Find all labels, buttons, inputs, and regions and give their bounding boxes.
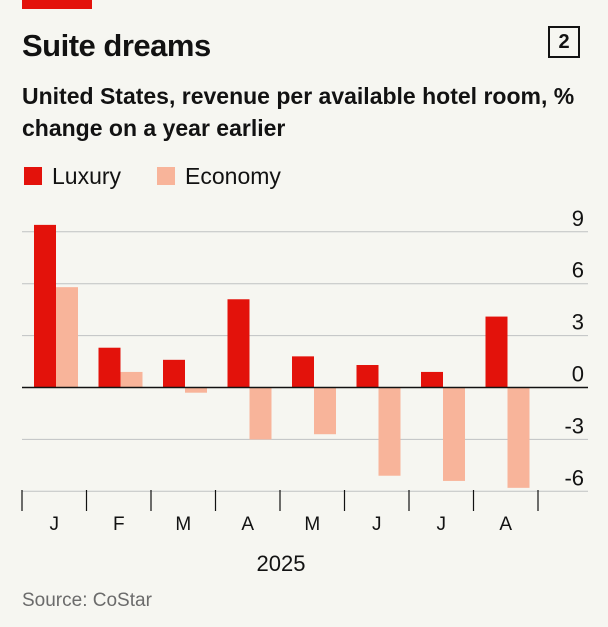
bar-luxury bbox=[292, 356, 314, 388]
bar-economy bbox=[314, 387, 336, 435]
chart-subtitle: United States, revenue per available hot… bbox=[22, 83, 575, 141]
brand-red-rule bbox=[22, 0, 92, 9]
bar-economy bbox=[185, 387, 207, 393]
y-tick-label: 3 bbox=[572, 310, 584, 335]
bar-economy bbox=[56, 287, 78, 388]
bar-economy bbox=[443, 387, 465, 481]
y-tick-label: 0 bbox=[572, 362, 584, 387]
bar-economy bbox=[507, 387, 530, 488]
chart-number-badge: 2 bbox=[548, 26, 580, 58]
legend-swatch-economy bbox=[157, 167, 176, 185]
bar-luxury bbox=[98, 347, 121, 388]
bar-luxury bbox=[485, 316, 508, 388]
legend-label-economy: Economy bbox=[185, 162, 281, 189]
x-tick-label: M bbox=[304, 514, 320, 535]
bar-luxury bbox=[356, 365, 379, 388]
legend-item-luxury: Luxury bbox=[24, 163, 121, 190]
source-note: Source: CoStar bbox=[22, 590, 152, 611]
x-tick-label: J bbox=[50, 514, 60, 535]
bar-economy bbox=[249, 387, 272, 440]
bar-economy bbox=[120, 371, 143, 388]
bar-economy bbox=[378, 387, 401, 476]
y-tick-label: -6 bbox=[564, 465, 584, 490]
bar-luxury bbox=[34, 224, 56, 388]
chart-legend: Luxury Economy bbox=[24, 161, 317, 191]
legend-swatch-luxury bbox=[24, 167, 42, 185]
x-tick-label: F bbox=[113, 514, 125, 535]
x-tick-label: M bbox=[175, 514, 191, 535]
y-tick-label: 6 bbox=[572, 258, 584, 283]
bar-luxury bbox=[421, 371, 443, 388]
y-tick-label: 9 bbox=[572, 206, 584, 231]
chart-title: Suite dreams bbox=[22, 28, 211, 63]
y-tick-label: -3 bbox=[564, 413, 584, 438]
x-tick-label: A bbox=[499, 514, 512, 535]
x-tick-label: A bbox=[241, 514, 254, 535]
x-tick-label: J bbox=[437, 514, 447, 535]
bar-luxury bbox=[227, 299, 250, 388]
legend-item-economy: Economy bbox=[157, 163, 281, 190]
legend-label-luxury: Luxury bbox=[52, 162, 122, 189]
x-group-label: 2025 bbox=[257, 551, 306, 576]
bar-luxury bbox=[163, 359, 185, 388]
x-tick-label: J bbox=[372, 514, 382, 535]
